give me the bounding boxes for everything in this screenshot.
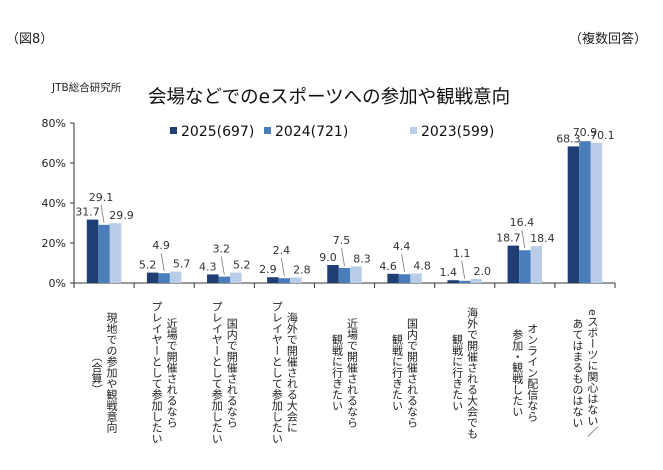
legend-label: 2023(599) [421, 124, 494, 140]
data-label: 5.2 [233, 259, 251, 272]
multiple-answer-note: （複数回答） [568, 32, 647, 47]
category-label-text: 海外で開催される大会でも 観戦に行きたい [450, 306, 479, 439]
data-label: 68.3 [556, 132, 581, 145]
category-label-text: オンライン配信なら 参加・観戦したい [510, 323, 539, 422]
data-label: 29.1 [89, 191, 114, 204]
data-label: 2.9 [259, 263, 277, 276]
bar-2025 [327, 265, 339, 283]
category-label-text: 海外で開催される大会に プレイヤーとして参加したい [270, 301, 299, 444]
data-label: 18.7 [496, 232, 521, 245]
legend-swatch [264, 127, 271, 134]
data-label: 2.4 [273, 244, 291, 257]
category-label: 海外で開催される大会でも 観戦に行きたい [435, 290, 495, 460]
data-label: 31.7 [75, 206, 100, 219]
data-label: 4.8 [413, 259, 431, 272]
category-label: 国内で開催されるなら 観戦に行きたい [375, 290, 435, 460]
bar-2024 [98, 224, 110, 283]
bar-2024 [278, 278, 291, 283]
legend-swatch [170, 127, 177, 134]
category-label-text: eスポーツに関心はない／ あてはまるものはない [570, 308, 599, 437]
category-label: 国内で開催されるなら プレイヤーとして参加したい [194, 290, 254, 460]
bar-2023 [109, 223, 122, 283]
data-label: 9.0 [319, 251, 337, 264]
y-tick-label: 60% [42, 157, 66, 170]
y-tick-label: 20% [42, 237, 66, 250]
bar-2025 [86, 219, 99, 283]
data-label: 5.7 [173, 258, 191, 271]
data-label: 1.1 [453, 247, 471, 260]
data-label: 70.9 [573, 126, 598, 139]
category-label-text: 現地での参加や観戦意向 （合算） [90, 312, 118, 433]
data-label: 4.4 [393, 240, 411, 253]
data-label: 18.4 [530, 232, 555, 245]
bar-2025 [267, 277, 279, 283]
legend-swatch [410, 127, 417, 134]
bar-2024 [338, 268, 351, 283]
leader-line [401, 254, 406, 273]
bar-2023 [410, 273, 422, 283]
leader-line [160, 253, 165, 272]
category-label-text: 国内で開催されるなら プレイヤーとして参加したい [210, 301, 239, 444]
bar-2023 [350, 266, 362, 283]
data-label: 8.3 [353, 252, 371, 265]
category-label: 現地での参加や観戦意向 （合算） [74, 290, 134, 460]
data-label: 2.8 [293, 263, 311, 276]
leader-line [461, 260, 466, 279]
bar-2024 [158, 273, 170, 283]
category-label-text: 国内で開催されるなら 観戦に行きたい [390, 317, 419, 428]
data-label: 4.9 [152, 239, 170, 252]
category-label: 近場で開催されるなら 観戦に行きたい [314, 290, 374, 460]
chart-title: 会場などでのeスポーツへの参加や観戦意向 [148, 87, 511, 108]
data-label: 70.1 [590, 129, 615, 142]
bar-2024 [579, 141, 591, 283]
data-label: 1.4 [439, 266, 457, 279]
bar-2024 [398, 274, 411, 283]
leader-line [100, 204, 105, 223]
figure-label: （図8） [6, 32, 54, 47]
bar-2024 [458, 280, 471, 283]
leader-line [341, 247, 345, 267]
leader-line [220, 256, 225, 275]
bar-2024 [218, 276, 231, 283]
category-label: 近場で開催されるなら プレイヤーとして参加したい [134, 290, 194, 460]
bar-2023 [169, 271, 182, 283]
data-label: 5.2 [139, 259, 157, 272]
bar-2025 [507, 245, 520, 283]
source-label: JTB総合研究所 [52, 82, 122, 94]
category-label: 海外で開催される大会に プレイヤーとして参加したい [254, 290, 314, 460]
bar-2023 [470, 279, 482, 283]
data-label: 2.0 [473, 265, 491, 278]
bar-2025 [567, 146, 580, 283]
bar-2025 [387, 273, 399, 283]
data-label: 3.2 [213, 243, 231, 256]
category-label-text: 近場で開催されるなら プレイヤーとして参加したい [150, 301, 179, 444]
data-label: 29.9 [109, 209, 134, 222]
data-label: 7.5 [333, 234, 351, 247]
legend-label: 2024(721) [275, 124, 348, 140]
leader-line [280, 258, 285, 277]
data-label: 4.3 [199, 260, 217, 273]
leader-line [521, 230, 526, 249]
data-label: 16.4 [510, 216, 535, 229]
bar-2023 [290, 277, 302, 283]
legend-label: 2025(697) [181, 124, 254, 140]
bar-2025 [146, 272, 159, 283]
bar-2023 [530, 246, 543, 283]
category-label: オンライン配信なら 参加・観戦したい [495, 290, 555, 460]
bar-2024 [519, 250, 531, 283]
category-label: eスポーツに関心はない／ あてはまるものはない [555, 290, 615, 460]
bar-2023 [590, 142, 603, 283]
category-label-text: 近場で開催されるなら 観戦に行きたい [330, 317, 359, 428]
data-label: 4.6 [379, 260, 397, 273]
bar-2025 [207, 274, 219, 283]
y-tick-label: 40% [42, 197, 66, 210]
bar-2025 [447, 280, 459, 283]
y-tick-label: 0% [49, 277, 66, 290]
bar-2023 [230, 272, 242, 283]
y-tick-label: 80% [42, 117, 66, 130]
